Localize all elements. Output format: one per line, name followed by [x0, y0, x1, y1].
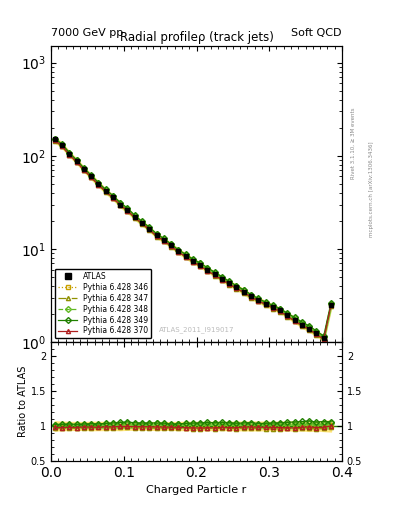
Text: mcplots.cern.ch [arXiv:1306.3436]: mcplots.cern.ch [arXiv:1306.3436] [369, 142, 374, 237]
Text: Soft QCD: Soft QCD [292, 28, 342, 38]
Y-axis label: Ratio to ATLAS: Ratio to ATLAS [18, 366, 28, 437]
Text: 7000 GeV pp: 7000 GeV pp [51, 28, 123, 38]
Text: ATLAS_2011_I919017: ATLAS_2011_I919017 [159, 327, 234, 333]
X-axis label: Charged Particle r: Charged Particle r [146, 485, 247, 495]
Text: Rivet 3.1.10, ≥ 3M events: Rivet 3.1.10, ≥ 3M events [351, 108, 356, 179]
Title: Radial profileρ (track jets): Radial profileρ (track jets) [119, 31, 274, 44]
Legend: ATLAS, Pythia 6.428 346, Pythia 6.428 347, Pythia 6.428 348, Pythia 6.428 349, P: ATLAS, Pythia 6.428 346, Pythia 6.428 34… [55, 269, 151, 338]
